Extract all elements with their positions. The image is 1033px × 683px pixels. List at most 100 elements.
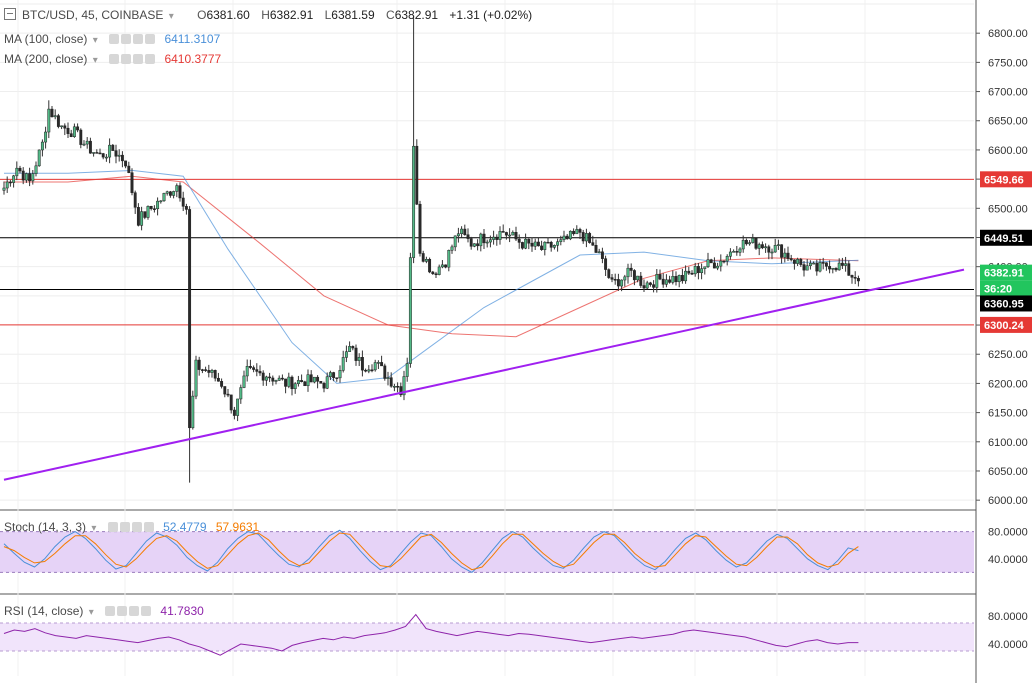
candle-body — [824, 262, 828, 267]
candle-body — [287, 376, 291, 387]
ma100-label[interactable]: MA (100, close) — [4, 32, 88, 46]
candle-body — [210, 370, 214, 373]
close-icon[interactable] — [145, 34, 156, 44]
candle-body — [562, 235, 566, 240]
candle-body — [456, 233, 460, 237]
candle-body — [594, 245, 598, 253]
close-icon[interactable] — [145, 54, 156, 64]
high-label: H — [261, 8, 270, 22]
stoch-label[interactable]: Stoch (14, 3, 3) — [4, 520, 87, 534]
candle-body — [450, 246, 454, 251]
rsi-tick-label: 80.0000 — [988, 611, 1028, 623]
chevron-down-icon[interactable]: ▾ — [88, 607, 94, 618]
candle-body — [319, 381, 323, 384]
price-tick-label: 6700.00 — [988, 87, 1028, 99]
open-label: O — [197, 8, 207, 22]
candle-body — [680, 275, 684, 282]
candle-body — [220, 381, 224, 387]
candle-body — [620, 279, 624, 287]
candle-body — [732, 251, 736, 253]
gear-icon[interactable] — [121, 34, 132, 44]
gear-icon[interactable] — [117, 606, 128, 616]
candle-body — [223, 386, 227, 395]
candle-body — [735, 251, 739, 253]
ma200-label[interactable]: MA (200, close) — [4, 52, 88, 66]
gear-icon[interactable] — [119, 522, 130, 532]
chevron-down-icon[interactable]: ▾ — [92, 55, 98, 66]
candle-body — [840, 262, 844, 266]
candle-body — [149, 206, 153, 209]
candle-body — [207, 370, 211, 373]
chevron-down-icon[interactable]: ▾ — [92, 35, 98, 46]
price-tick-label: 6150.00 — [988, 408, 1028, 420]
candle-body — [754, 237, 758, 249]
candle-body — [796, 259, 800, 264]
interval-label: 45 — [81, 8, 95, 22]
eye-icon[interactable] — [105, 606, 116, 616]
candle-body — [236, 398, 240, 416]
candle-body — [786, 252, 790, 259]
candle-body — [40, 141, 44, 151]
candle-body — [837, 262, 841, 271]
candle-body — [751, 237, 755, 243]
candle-body — [447, 249, 451, 268]
candle-body — [799, 259, 803, 265]
candle-body — [69, 133, 73, 137]
candle-body — [159, 200, 163, 203]
chevron-down-icon[interactable]: ▾ — [91, 523, 97, 534]
candle-body — [152, 208, 156, 210]
candle-body — [722, 260, 726, 263]
add-icon[interactable] — [129, 606, 140, 616]
candle-body — [300, 380, 304, 382]
candle-body — [322, 383, 326, 389]
eye-icon[interactable] — [109, 34, 120, 44]
candle-body — [364, 369, 368, 372]
candle-body — [760, 244, 764, 249]
candle-body — [744, 239, 748, 245]
candle-body — [53, 115, 57, 118]
symbol-name[interactable]: BTC/USD — [22, 8, 75, 22]
candle-body — [757, 244, 761, 249]
candle-body — [34, 165, 38, 174]
rsi-label[interactable]: RSI (14, close) — [4, 604, 84, 618]
add-icon[interactable] — [131, 522, 142, 532]
level-badge: 6300.24 — [984, 320, 1025, 332]
close-icon[interactable] — [141, 606, 152, 616]
candle-body — [367, 369, 371, 372]
candle-body — [60, 125, 64, 128]
title-separator: , — [94, 8, 102, 22]
eye-icon[interactable] — [107, 522, 118, 532]
close-icon[interactable] — [143, 522, 154, 532]
candle-body — [575, 229, 579, 235]
add-icon[interactable] — [133, 34, 144, 44]
candle-body — [664, 279, 668, 285]
candle-body — [536, 241, 540, 247]
candle-body — [79, 129, 83, 145]
stoch-tick-label: 40.0000 — [988, 554, 1028, 566]
chevron-down-icon[interactable]: ▾ — [168, 11, 174, 22]
eye-icon[interactable] — [109, 54, 120, 64]
candle-body — [437, 266, 441, 275]
candle-body — [341, 357, 345, 371]
candle-body — [76, 126, 80, 131]
candle-body — [559, 239, 563, 242]
candle-body — [658, 274, 662, 280]
candle-body — [712, 262, 716, 269]
candle-body — [684, 270, 688, 282]
candle-body — [629, 267, 633, 271]
add-icon[interactable] — [133, 54, 144, 64]
candle-body — [127, 165, 131, 173]
stoch-k-value: 52.4779 — [163, 520, 207, 534]
title-separator: , — [74, 8, 82, 22]
ma100-legend: MA (100, close) ▾ 6411.3107 — [4, 32, 220, 46]
candle-body — [773, 245, 777, 253]
candle-body — [95, 152, 99, 154]
candle-body — [108, 144, 112, 158]
collapse-icon[interactable] — [4, 8, 16, 20]
gear-icon[interactable] — [121, 54, 132, 64]
candle-body — [552, 245, 556, 248]
candle-body — [56, 115, 60, 127]
candle-body — [290, 376, 294, 390]
candle-body — [556, 241, 560, 246]
